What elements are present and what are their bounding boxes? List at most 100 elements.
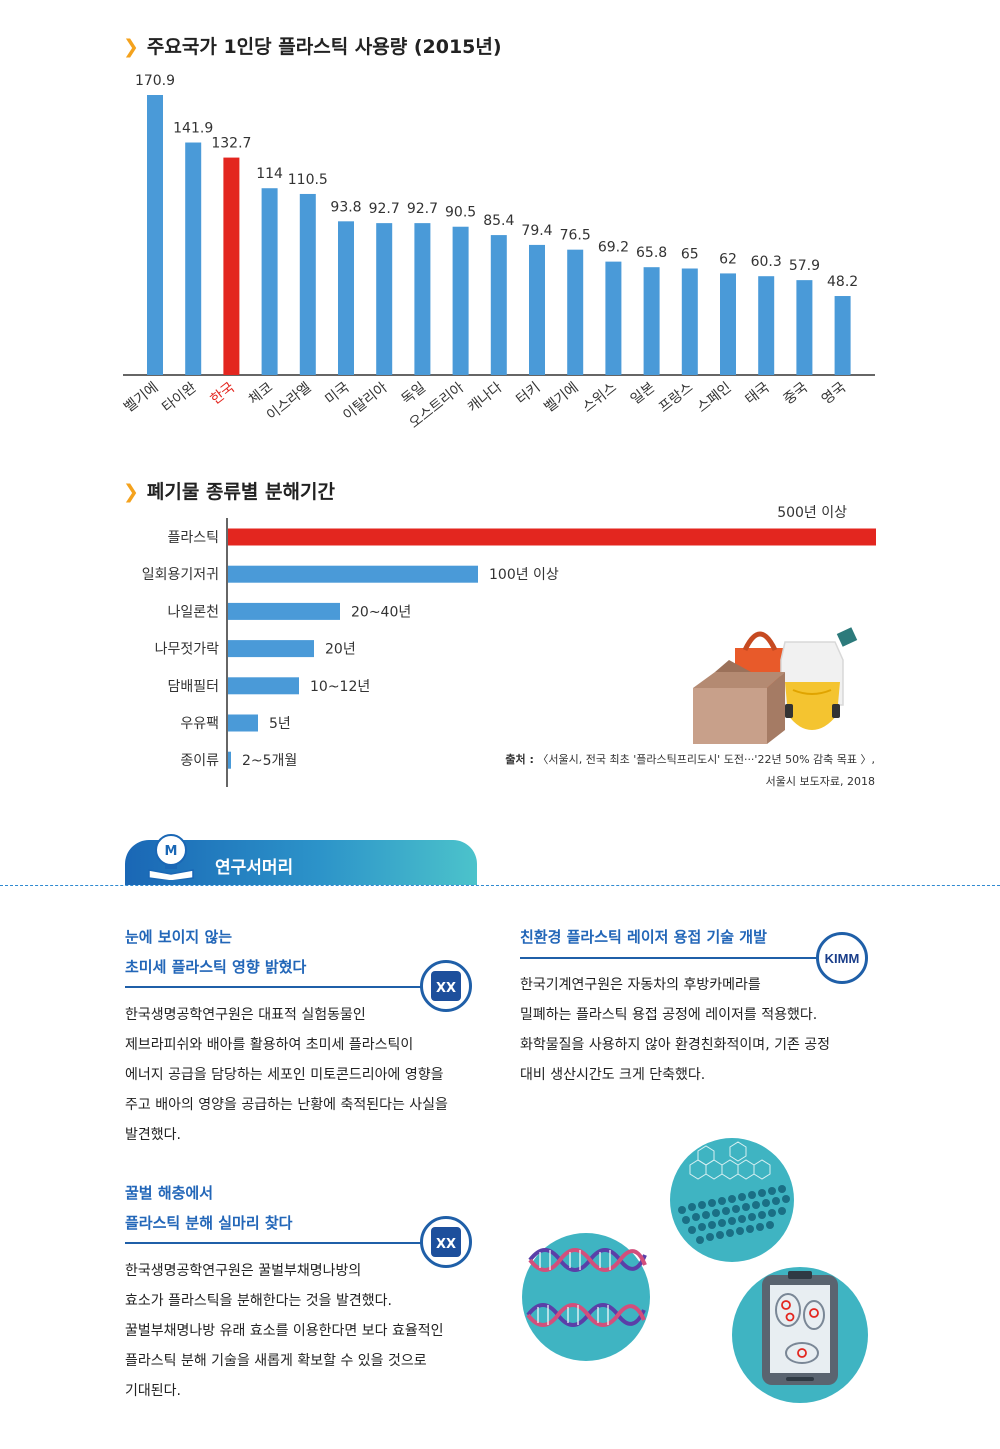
data-label: 76.5 — [560, 228, 591, 244]
science-illustration — [522, 1138, 868, 1403]
data-label: 62 — [719, 251, 737, 267]
svg-text:XX: XX — [436, 1237, 456, 1252]
bar — [261, 188, 278, 375]
bar — [796, 280, 813, 375]
category-label: 미국 — [322, 379, 352, 408]
bar — [643, 267, 660, 375]
category-label: 벨기에 — [121, 380, 161, 416]
kribb-logo-icon: XX — [420, 1216, 472, 1268]
article2-rule — [125, 1242, 425, 1244]
data-label: 65 — [681, 247, 699, 263]
data-label: 92.7 — [369, 201, 400, 217]
section2-title: ❯ 폐기물 종류별 분해기간 — [123, 477, 335, 504]
category-label: 캐나다 — [465, 379, 505, 415]
data-label: 65.8 — [636, 245, 667, 261]
data-label: 10~12년 — [310, 679, 370, 695]
bar — [228, 677, 299, 695]
bar — [452, 226, 469, 375]
source-label: 출처 : — [505, 753, 534, 766]
category-label: 타이완 — [159, 379, 199, 415]
article1-title-line2: 초미세 플라스틱 영향 밝혔다 — [125, 958, 307, 976]
category-label: 독일 — [399, 380, 429, 408]
data-label: 85.4 — [483, 213, 514, 229]
article3-line: 밀폐하는 플라스틱 용접 공정에 레이저를 적용했다. — [520, 1007, 818, 1023]
data-label: 90.5 — [445, 205, 476, 221]
article1-line: 제브라피쉬와 배아를 활용하여 초미세 플라스틱이 — [125, 1037, 414, 1053]
cardboard-box-icon — [693, 688, 767, 744]
category-label: 중국 — [781, 379, 811, 408]
article2-body: 한국생명공학연구원은 꿀벌부채명나방의 효소가 플라스틱을 분해한다는 것을 발… — [125, 1256, 444, 1406]
source-line1: 〈서울시, 전국 최초 '플라스틱프리도시' 도전···'22년 50% 감축 … — [537, 753, 875, 766]
dna-helix-icon — [522, 1233, 650, 1361]
summary-title: 연구서머리 — [215, 858, 294, 878]
svg-text:XX: XX — [436, 981, 456, 996]
source-note: 출처 : 〈서울시, 전국 최초 '플라스틱프리도시' 도전···'22년 50… — [505, 749, 875, 793]
category-label: 태국 — [743, 379, 773, 408]
data-label: 20~40년 — [351, 604, 411, 620]
data-label: 110.5 — [288, 172, 328, 188]
bar — [228, 528, 876, 546]
category-label: 영국 — [819, 379, 849, 408]
category-label: 플라스틱 — [167, 530, 219, 546]
category-label: 나무젓가락 — [155, 642, 220, 658]
tablet-cells-icon — [732, 1267, 868, 1403]
category-label: 한국 — [208, 379, 238, 408]
category-label: 우유팩 — [180, 716, 219, 732]
kimm-logo-icon: KIMM — [816, 932, 868, 984]
data-label: 79.4 — [521, 223, 552, 239]
article2-line: 플라스틱 분해 기술을 새롭게 확보할 수 있을 것으로 — [125, 1353, 427, 1369]
source-line2: 서울시 보도자료, 2018 — [765, 775, 875, 788]
article1-body: 한국생명공학연구원은 대표적 실험동물인 제브라피쉬와 배아를 활용하여 초미세… — [125, 1000, 448, 1150]
article3-body: 한국기계연구원은 자동차의 후방카메라를 밀폐하는 플라스틱 용접 공정에 레이… — [520, 970, 830, 1090]
article3-rule — [520, 957, 820, 959]
bar — [758, 276, 775, 375]
data-label: 170.9 — [135, 73, 175, 89]
molecule-network-icon — [670, 1138, 794, 1262]
article1-line: 한국생명공학연구원은 대표적 실험동물인 — [125, 1007, 366, 1023]
article3-line: 한국기계연구원은 자동차의 후방카메라를 — [520, 977, 761, 993]
bar — [834, 296, 851, 375]
article3-title: 친환경 플라스틱 레이저 용접 기술 개발 — [520, 928, 767, 946]
article1-line: 발견했다. — [125, 1127, 181, 1143]
article2: 꿀벌 해충에서 플라스틱 분해 실마리 찾다 — [125, 1178, 292, 1238]
bar — [223, 157, 240, 375]
bar — [720, 273, 736, 375]
bar — [147, 95, 163, 375]
bar — [228, 565, 478, 583]
bar — [185, 142, 202, 375]
kribb-logo-icon: XX — [420, 960, 472, 1012]
kimm-logo-text: KIMM — [824, 950, 860, 966]
article3-line: 화학물질을 사용하지 않아 환경친화적이며, 기존 공정 — [520, 1037, 831, 1053]
data-label: 60.3 — [751, 254, 782, 270]
bar — [228, 714, 258, 732]
article1-rule — [125, 986, 425, 988]
category-label: 담배필터 — [167, 679, 219, 695]
bar — [299, 193, 316, 375]
article2-line: 효소가 플라스틱을 분해한다는 것을 발견했다. — [125, 1293, 392, 1309]
bar — [414, 223, 431, 375]
category-label: 이탈리아 — [340, 379, 391, 423]
data-label: 20년 — [325, 642, 356, 658]
article1-title-line1: 눈에 보이지 않는 — [125, 928, 233, 946]
bar — [490, 235, 507, 375]
category-label: 벨기에 — [541, 380, 581, 416]
data-label: 48.2 — [827, 274, 858, 290]
waste-illustration — [693, 627, 858, 744]
article2-line: 한국생명공학연구원은 꿀벌부채명나방의 — [125, 1263, 362, 1279]
category-label: 일회용기저귀 — [142, 567, 219, 583]
bar — [529, 244, 545, 375]
data-label: 93.8 — [330, 199, 361, 215]
bar — [376, 223, 393, 375]
article1: 눈에 보이지 않는 초미세 플라스틱 영향 밝혔다 — [125, 922, 306, 982]
bar — [228, 602, 340, 620]
category-label: 일본 — [628, 379, 658, 408]
data-label: 57.9 — [789, 258, 820, 274]
category-label: 터키 — [513, 380, 543, 408]
data-label: 5년 — [269, 716, 291, 732]
data-label: 114 — [256, 166, 283, 182]
article2-title-line2: 플라스틱 분해 실마리 찾다 — [125, 1214, 293, 1232]
article2-line: 기대된다. — [125, 1383, 181, 1399]
data-label: 69.2 — [598, 240, 629, 256]
dashed-divider — [0, 885, 1000, 886]
